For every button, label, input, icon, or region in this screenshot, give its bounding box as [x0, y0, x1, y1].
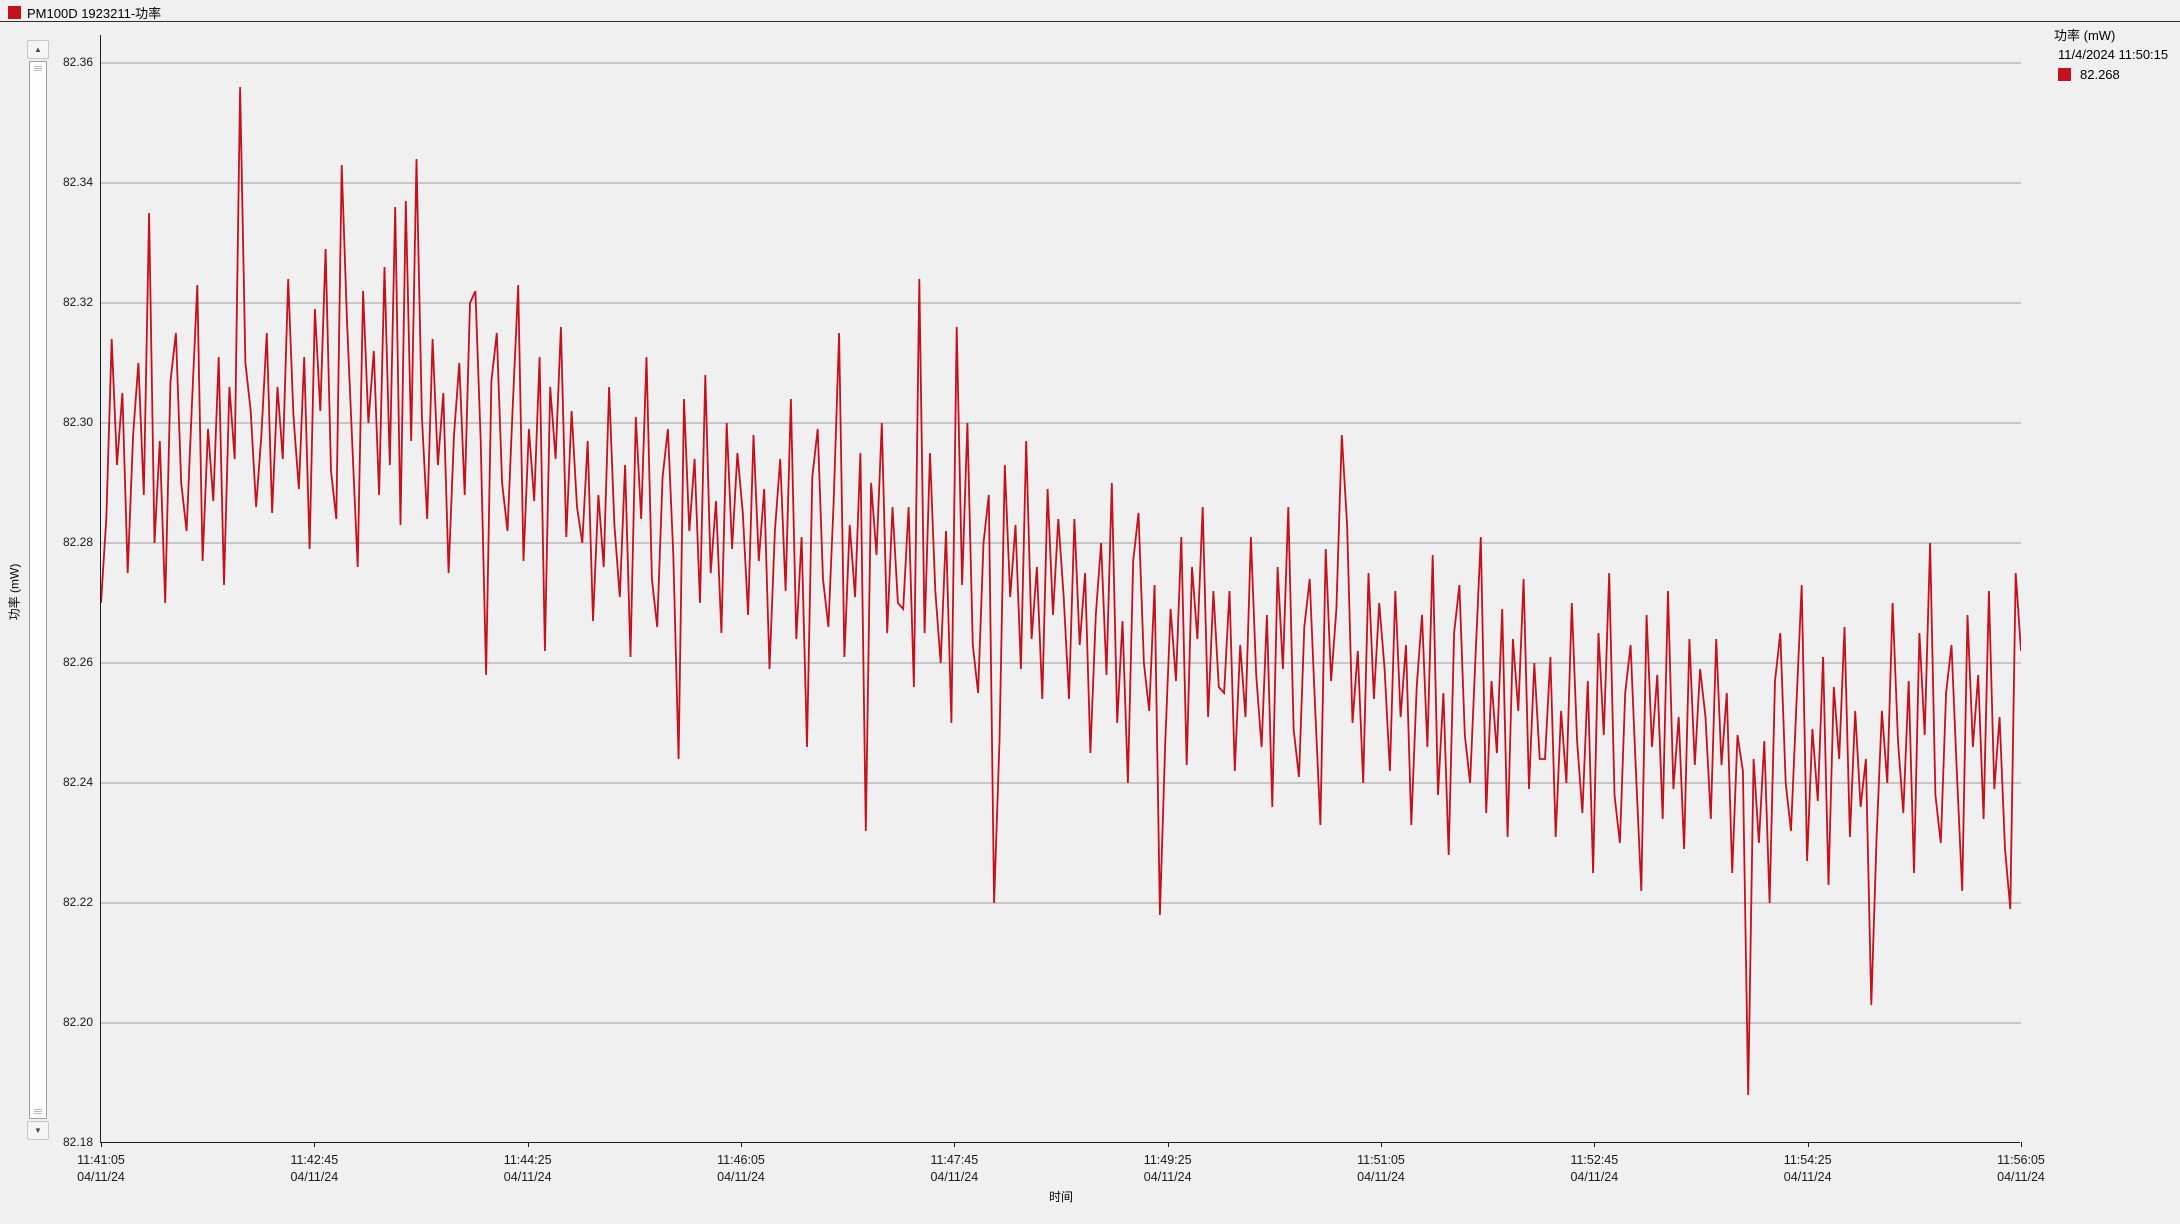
- x-tick-mark: [1167, 1142, 1169, 1147]
- y-axis-title: 功率 (mW): [7, 563, 22, 621]
- x-tick-label: 11:46:05 04/11/24: [717, 1153, 765, 1184]
- x-tick-mark: [1381, 1142, 1382, 1147]
- window-title: PM100D 1923211-功率: [27, 6, 162, 21]
- y-tick-label: 82.20: [62, 1015, 93, 1029]
- x-axis-title: 时间: [1048, 1190, 1074, 1204]
- y-tick-label: 82.18: [62, 1135, 93, 1149]
- x-tick-label: 11:47:45 04/11/24: [930, 1153, 979, 1184]
- y-axis-scrollbar[interactable]: ▲ ▼: [27, 40, 49, 1140]
- y-tick-label: 82.26: [62, 655, 93, 669]
- y-tick-label: 82.24: [62, 775, 93, 789]
- chart-canvas: [101, 62, 2021, 1096]
- legend-series-label: 功率 (mW): [2054, 27, 2116, 43]
- y-tick-label: 82.30: [62, 415, 93, 429]
- x-tick-mark: [314, 1142, 316, 1147]
- legend-marker-icon: [2058, 67, 2071, 81]
- x-tick-label: 11:52:45 04/11/24: [1570, 1153, 1619, 1184]
- x-tick-label: 11:44:25 04/11/24: [503, 1153, 552, 1184]
- x-tick-mark: [2021, 1142, 2022, 1147]
- y-tick-label: 82.28: [62, 535, 93, 549]
- x-tick-label: 11:42:45 04/11/24: [290, 1153, 339, 1184]
- up-arrow-icon: ▲: [34, 44, 42, 54]
- scrollbar-down-button[interactable]: ▼: [27, 1121, 49, 1140]
- scrollbar-up-button[interactable]: ▲: [27, 40, 49, 59]
- legend-current-value: 82.268: [2080, 66, 2120, 82]
- y-tick-label: 82.32: [62, 295, 93, 309]
- y-tick-label: 82.22: [62, 895, 93, 909]
- title-divider: [0, 21, 2180, 22]
- y-tick-label: 82.34: [62, 175, 93, 189]
- x-tick-mark: [741, 1142, 742, 1147]
- x-tick-label: 11:51:05 04/11/24: [1357, 1153, 1405, 1184]
- scrollbar-thumb[interactable]: [29, 61, 47, 1119]
- legend-timestamp: 11/4/2024 11:50:15: [2058, 46, 2169, 62]
- x-tick-mark: [101, 1142, 102, 1147]
- plot-area[interactable]: 时间 82.36 82.34 82.32 82.30 82.28 82.26 82.24 82…: [63, 35, 2045, 1204]
- x-tick-label: 11:41:05 04/11/24: [77, 1153, 125, 1184]
- legend-value-row: 82.268: [2048, 64, 2168, 84]
- down-arrow-icon: ▼: [34, 1125, 42, 1135]
- legend: 功率 (mW) 11/4/2024 11:50:15 82.268: [2048, 24, 2168, 84]
- y-tick-label: 82.36: [62, 55, 93, 69]
- chart-title-bar: PM100D 1923211-功率: [8, 3, 161, 22]
- x-tick-label: 11:54:25 04/11/24: [1783, 1153, 1832, 1184]
- thumb-grip-bottom[interactable]: [34, 1108, 42, 1115]
- series-line: [101, 86, 2021, 1096]
- thumb-grip-top[interactable]: [34, 65, 42, 72]
- x-tick-mark: [527, 1142, 529, 1147]
- series-color-icon: [8, 6, 21, 19]
- x-tick-label: 11:49:25 04/11/24: [1143, 1153, 1192, 1184]
- x-tick-mark: [1807, 1142, 1809, 1147]
- x-tick-mark: [954, 1142, 956, 1147]
- x-tick-mark: [1594, 1142, 1596, 1147]
- x-tick-label: 11:56:05 04/11/24: [1997, 1153, 2045, 1184]
